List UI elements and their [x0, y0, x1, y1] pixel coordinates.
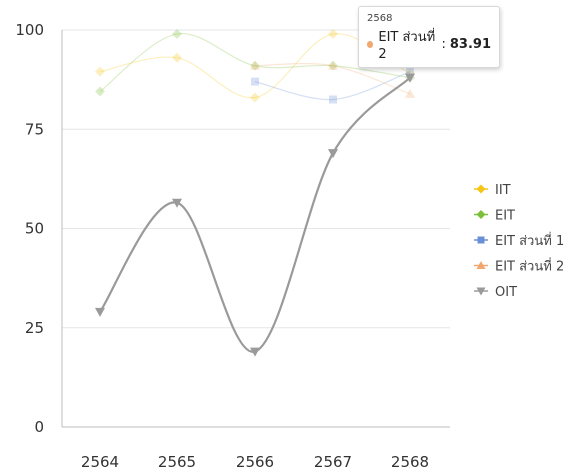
series-line [99, 33, 411, 93]
data-point [328, 60, 338, 71]
legend-marker [476, 184, 486, 194]
y-tick-label: 75 [25, 120, 44, 138]
data-point [250, 347, 260, 357]
x-tick-label: 2567 [314, 453, 352, 471]
axes: 0 25 50 75 100 2564 2565 2566 2567 2568 [15, 21, 450, 471]
legend-label: EIT ส่วนที่ 2 [495, 258, 564, 275]
series-line [254, 71, 411, 101]
y-tick-label: 50 [25, 220, 44, 238]
tooltip: 2568 EIT ส่วนที่ 2: 83.91 [358, 6, 500, 68]
legend-label: IIT [495, 183, 511, 198]
data-point [328, 149, 338, 159]
legend-marker [477, 236, 485, 244]
series-4 [95, 73, 415, 357]
y-tick-label: 25 [25, 319, 44, 337]
legend-item: IIT [474, 183, 511, 198]
legend-label: EIT [495, 209, 515, 224]
x-tick-label: 2568 [391, 453, 429, 471]
data-point [405, 73, 415, 83]
x-tick-label: 2566 [236, 453, 274, 471]
data-point [250, 92, 260, 103]
x-tick-label: 2565 [158, 453, 196, 471]
data-point [95, 66, 105, 77]
data-point [95, 307, 105, 317]
series-layer [95, 28, 415, 357]
data-point [328, 28, 338, 39]
tooltip-series-name: EIT ส่วนที่ 2 [378, 30, 436, 62]
series-3 [250, 60, 415, 98]
legend-marker [476, 287, 486, 296]
series-line [99, 76, 411, 353]
tooltip-value: 83.91 [449, 36, 491, 52]
data-point [172, 198, 182, 208]
data-point [95, 86, 105, 97]
legend-label: EIT ส่วนที่ 1 [495, 232, 564, 249]
tooltip-series-dot [367, 40, 374, 48]
data-point [328, 60, 338, 70]
legend: IIT EIT EIT ส่วนที่ 1 EIT ส่วนที่ 2 OIT [474, 183, 564, 300]
legend-label: OIT [495, 285, 517, 300]
data-point [250, 60, 260, 70]
legend-item: EIT [474, 209, 515, 224]
tooltip-title: 2568 [367, 13, 393, 24]
tooltip-row: EIT ส่วนที่ 2: 83.91 [367, 26, 491, 62]
series-line [254, 63, 411, 95]
legend-marker [476, 261, 486, 269]
y-tick-label: 100 [15, 21, 44, 39]
data-point [172, 28, 182, 39]
data-point [329, 95, 337, 104]
data-point [251, 77, 259, 86]
series-2 [251, 67, 414, 104]
legend-item: OIT [474, 285, 517, 300]
legend-marker [476, 210, 486, 219]
data-point [172, 52, 182, 63]
y-tick-label: 0 [34, 418, 44, 436]
x-tick-label: 2564 [81, 453, 119, 471]
data-point [406, 67, 414, 76]
data-point [405, 88, 415, 98]
legend-item: EIT ส่วนที่ 1 [474, 232, 564, 249]
legend-item: EIT ส่วนที่ 2 [474, 258, 564, 275]
data-point [250, 60, 260, 71]
